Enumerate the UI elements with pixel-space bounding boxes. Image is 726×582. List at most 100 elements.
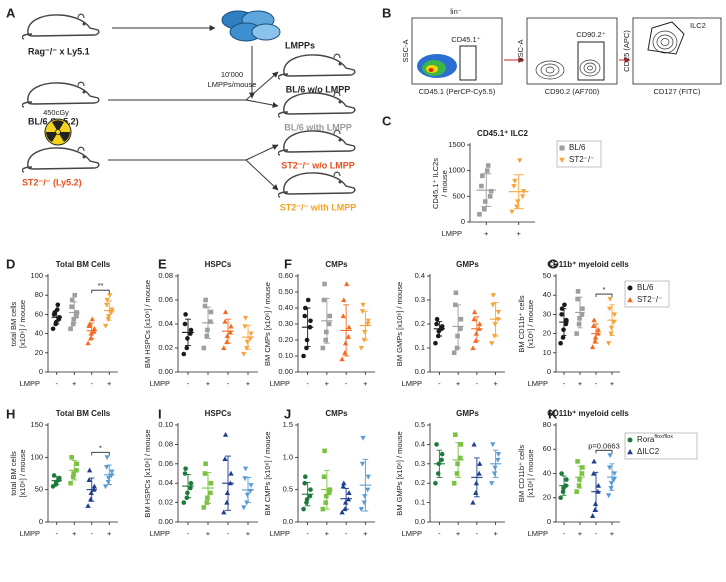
data-point [54,307,60,312]
error-bar [593,323,599,344]
data-point [591,458,597,464]
data-point [224,499,230,505]
data-point [104,455,110,461]
data-point [204,333,210,339]
error-bar [492,301,499,337]
data-point [222,318,228,324]
data-point [89,316,95,322]
diagram: Rag⁻/⁻ x Ly5.1 LMPPs 10'000 LMPPs/mouse … [22,10,356,212]
data-point [360,302,366,308]
y-tick-label: 40 [543,290,551,299]
chart-title: CMPs [325,409,348,418]
data-point [480,173,485,179]
cells-label: LMPPs [285,40,315,50]
y-tick-label: 0.02 [158,498,173,507]
y-tick-label: 0.3 [415,295,425,304]
y-tick-label: 30 [543,309,551,318]
data-point [204,500,210,505]
y-axis-label: [x10⁶] / mouse [526,449,535,497]
x-tick-label: + [363,379,368,388]
data-point [490,302,496,308]
data-point [201,505,207,510]
error-bar [577,296,583,329]
y-axis-label: total BM cells [9,451,18,496]
cell-cluster [221,10,281,42]
data-point [433,480,438,486]
flow-contour [535,59,601,80]
y-tick-label: 1.5 [283,420,293,429]
x-tick-label: + [517,229,522,238]
data-point [520,194,526,200]
data-point [188,485,193,491]
data-point [458,326,463,332]
error-bar [245,476,251,504]
data-point [222,456,228,462]
y-tick-label: 20 [543,493,551,502]
data-point [434,442,439,447]
data-point [102,484,109,490]
data-point [105,479,111,485]
data-point [560,335,566,340]
data-point [248,331,254,337]
data-point [221,509,227,515]
y-axis-label: [x10⁶] / mouse [18,300,27,348]
error-bar [561,475,567,496]
x-tick-label: + [493,379,498,388]
y-tick-label: 500 [452,191,465,200]
chart-title: CMPs [325,260,348,269]
x-tick-label: + [325,379,330,388]
data-point [339,356,345,362]
data-point [68,480,73,486]
data-point [477,321,483,327]
data-point [87,321,93,327]
y-tick-label: 0.60 [278,271,293,280]
x-tick-label: - [227,379,230,388]
error-bar [474,316,480,342]
data-point [69,304,74,310]
data-point [605,493,612,499]
data-point [492,321,498,327]
significance-label: p=0.0663 [588,441,620,450]
axis [47,274,118,373]
data-point [108,310,114,316]
data-point [608,325,615,331]
data-point [345,334,352,339]
data-point [361,500,367,506]
data-point [476,470,482,476]
flow-title: lin⁻ [450,7,462,16]
data-point [607,296,613,302]
flow-ylabel: CD25 (APC) [622,30,631,72]
legend-superscript: flox/flox [654,434,673,440]
y-tick-label: 0 [547,517,551,526]
data-point [455,333,460,339]
data-point [88,330,94,336]
y-tick-label: 0.04 [158,319,173,328]
data-point [485,163,491,168]
data-point [69,297,75,303]
data-point [301,353,306,359]
data-point [323,500,329,505]
y-tick-label: 20 [35,348,43,357]
host-label: ST2⁻/⁻ (Ly5.2) [22,177,82,187]
chart-title: CD11b⁺ myeloid cells [547,409,629,418]
data-point [577,315,582,321]
error-bar [89,322,95,339]
data-point [228,323,234,329]
axis [177,274,258,373]
y-tick-label: 20 [543,329,551,338]
data-point [511,183,517,189]
dose-label: 10'000 [221,70,243,79]
data-point [559,312,564,317]
arrow [245,71,279,101]
data-point [489,481,495,486]
data-point [304,497,310,502]
data-point [492,465,498,471]
x-tick-label: + [206,379,211,388]
x-tick-label: - [227,529,230,538]
data-point [358,345,364,351]
x-tick-label: - [187,529,190,538]
mouse-icon [278,53,356,80]
chart-title: Total BM Cells [56,409,111,418]
data-point [592,334,599,340]
data-point [453,290,459,296]
